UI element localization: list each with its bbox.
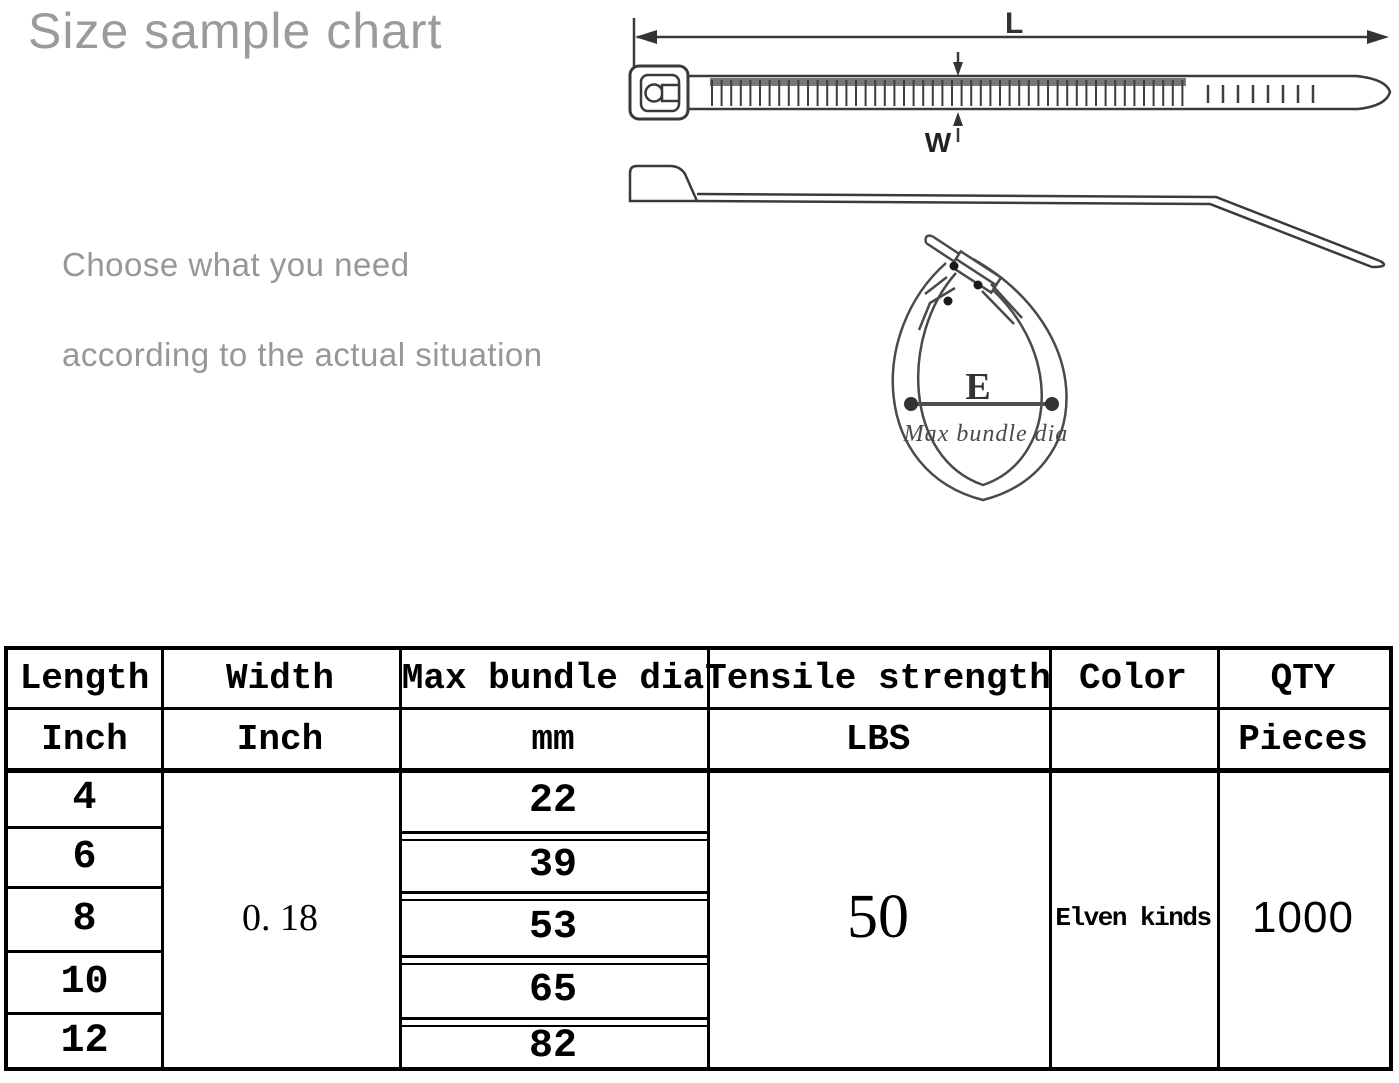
loop-strap-edge <box>990 283 1023 319</box>
unit-max-bundle-dia: mm <box>531 718 575 760</box>
length-dimension-label: L <box>1005 7 1023 40</box>
table-gridline <box>1217 650 1220 1067</box>
loop-head-slot <box>955 257 997 287</box>
table-gridline <box>8 886 161 889</box>
unit-tensile-strength: LBS <box>845 718 911 760</box>
loop-tail-tip <box>924 234 933 244</box>
loop-outer <box>891 257 1068 502</box>
table-gridline <box>399 650 402 1067</box>
length-value: 4 <box>72 776 97 821</box>
unit-qty: Pieces <box>1238 718 1368 760</box>
tie-head-outline <box>628 64 690 121</box>
joint-dot <box>949 261 959 271</box>
joint-dot <box>943 296 953 306</box>
unit-length: Inch <box>41 718 128 760</box>
loop-kink-edge <box>924 276 948 295</box>
loop-inner <box>916 267 1043 487</box>
table-gridline <box>399 1025 707 1027</box>
color-value: Elven kinds <box>1055 902 1212 933</box>
bundle-dia-caption: Max bundle dia <box>903 421 1069 447</box>
page-title: Size sample chart <box>28 3 443 59</box>
length-value: 12 <box>60 1018 109 1064</box>
col-header-color: Color <box>1078 658 1188 699</box>
bundle-dia-label: E <box>965 366 990 408</box>
table-gridline <box>399 955 707 958</box>
side-view-tip <box>1371 259 1386 269</box>
width-dimension-label: W <box>925 127 952 158</box>
tie-head-slot <box>660 83 681 103</box>
col-header-width: Width <box>225 658 335 699</box>
tip-teeth <box>1206 85 1315 103</box>
width-value: 0. 18 <box>242 896 318 939</box>
length-value: 6 <box>72 835 97 880</box>
bundle-dia-value: 53 <box>528 904 577 950</box>
arrowhead-down <box>953 62 963 76</box>
table-gridline <box>707 650 710 1067</box>
side-view-strap-bottom <box>696 199 1373 269</box>
bundle-dia-value: 65 <box>528 967 577 1013</box>
qty-value: 1000 <box>1252 892 1354 942</box>
table-gridline <box>1049 650 1052 1067</box>
cable-tie-loop-view: E Max bundle dia <box>891 234 1069 502</box>
bundle-dia-value: 82 <box>528 1023 577 1069</box>
table-gridline <box>161 650 164 1067</box>
table-gridline <box>399 831 707 834</box>
unit-width: Inch <box>236 718 324 760</box>
arrowhead-up <box>953 112 963 126</box>
table-gridline <box>399 899 707 901</box>
bundle-dia-value: 39 <box>528 842 577 888</box>
ratchet-teeth <box>711 80 1184 106</box>
table-gridline <box>8 1012 161 1015</box>
table-gridline <box>399 963 707 965</box>
side-view-head <box>628 164 699 203</box>
cable-tie-top-view: L W <box>628 7 1392 158</box>
tensile-strength-value: 50 <box>847 883 909 951</box>
dimension-endpoint-dot <box>904 397 918 411</box>
col-header-max-bundle-dia: Max bundle dia <box>401 658 705 699</box>
note-line-2: according to the actual situation <box>62 336 543 373</box>
loop-kink <box>917 286 956 331</box>
table-gridline <box>399 839 707 841</box>
table-gridline <box>399 1017 707 1020</box>
cable-tie-side-view <box>628 164 1386 269</box>
ratchet-shading <box>710 78 1186 86</box>
col-header-length: Length <box>19 658 150 699</box>
joint-dot <box>973 280 983 290</box>
col-header-tensile-strength: Tensile strength <box>705 658 1051 699</box>
loop-strap-edge <box>981 290 1015 325</box>
table-gridline <box>8 768 1389 773</box>
arrowhead-left <box>635 30 657 44</box>
length-value: 8 <box>72 897 97 942</box>
table-gridline <box>8 826 161 829</box>
unit-color <box>1049 710 1217 768</box>
table-gridline <box>8 707 1389 710</box>
dimension-endpoint-dot <box>1045 397 1059 411</box>
size-spec-table: Length Width Max bundle dia Tensile stre… <box>4 646 1393 1071</box>
table-gridline <box>399 891 707 894</box>
length-value: 10 <box>60 960 109 1005</box>
table-gridline <box>8 950 161 953</box>
col-header-qty: QTY <box>1270 658 1336 699</box>
note-line-1: Choose what you need <box>62 246 410 283</box>
bundle-dia-value: 22 <box>528 778 577 824</box>
arrowhead-right <box>1367 30 1389 44</box>
side-view-strap-top <box>696 192 1381 263</box>
cable-tie-diagram: L W <box>628 7 1392 502</box>
